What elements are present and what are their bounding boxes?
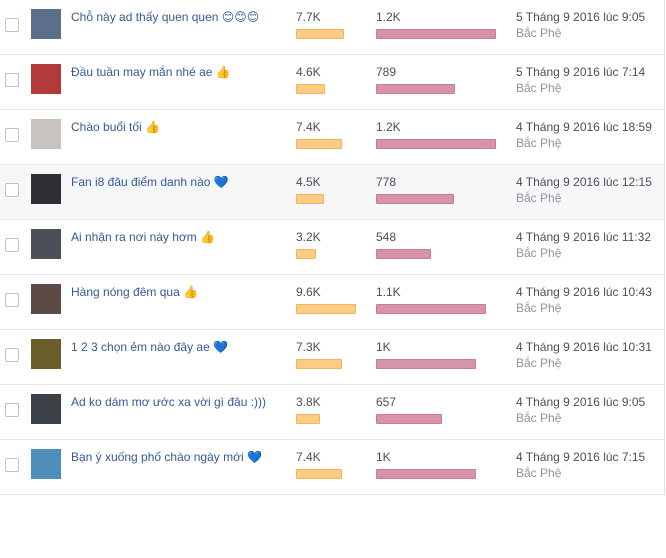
checkbox[interactable] [5,348,19,362]
post-row: Ai nhận ra nơi này hơm 👍 3.2K 548 4 Tháng 9… [0,220,664,275]
post-date: 4 Tháng 9 2016 lúc 11:32 [516,230,651,244]
engagement-bar [376,469,476,479]
post-row: Ad ko dám mơ ước xa vời gì đâu :))) 3.8K 6… [0,385,664,440]
post-row: Fan i8 đâu điểm danh nào 💙 4.5K 778 4 Tháng… [0,165,664,220]
checkbox[interactable] [5,293,19,307]
post-text[interactable]: Đầu tuần may mắn nhé ae 👍 [71,65,231,79]
reach-label: 7.7K [296,10,321,24]
post-date: 4 Tháng 9 2016 lúc 10:31 [516,340,652,354]
reach-bar [296,469,343,479]
engagement-bar [376,29,496,39]
post-author: Bắc Phệ [516,301,562,315]
post-text[interactable]: Ad ko dám mơ ước xa vời gì đâu :))) [71,395,267,409]
post-author: Bắc Phệ [516,81,562,95]
posts-table: Chỗ này ad thấy quen quen 😊😊😊 7.7K 1.2K 5 T… [0,0,665,495]
checkbox[interactable] [5,18,19,32]
engagement-bar [376,194,454,204]
post-date: 4 Tháng 9 2016 lúc 9:05 [516,395,646,409]
engagement-label: 657 [376,395,397,409]
engagement-bar [376,359,476,369]
reach-bar [296,139,343,149]
thumbnail [31,64,61,94]
post-date: 5 Tháng 9 2016 lúc 9:05 [516,10,646,24]
engagement-label: 789 [376,65,397,79]
post-text[interactable]: Chỗ này ad thấy quen quen 😊😊😊 [71,10,260,24]
engagement-label: 1.1K [376,285,401,299]
checkbox[interactable] [5,128,19,142]
reach-bar [296,29,345,39]
engagement-bar [376,249,431,259]
thumbnail [31,449,61,479]
post-author: Bắc Phệ [516,411,562,425]
engagement-label: 1.2K [376,120,401,134]
engagement-bar [376,84,455,94]
post-date: 4 Tháng 9 2016 lúc 7:15 [516,450,646,464]
post-date: 5 Tháng 9 2016 lúc 7:14 [516,65,646,79]
reach-bar [296,414,320,424]
checkbox[interactable] [5,183,19,197]
thumbnail [31,339,61,369]
reach-label: 7.3K [296,340,321,354]
post-text[interactable]: 1 2 3 chọn ẻm nào đây ae 💙 [71,340,229,354]
checkbox[interactable] [5,238,19,252]
post-author: Bắc Phệ [516,246,562,260]
post-author: Bắc Phệ [516,466,562,480]
engagement-label: 548 [376,230,397,244]
engagement-label: 1K [376,340,391,354]
reach-label: 9.6K [296,285,321,299]
post-text[interactable]: Hàng nóng đêm qua 👍 [71,285,199,299]
thumbnail [31,174,61,204]
reach-label: 4.5K [296,175,321,189]
post-text[interactable]: Ai nhận ra nơi này hơm 👍 [71,230,216,244]
post-author: Bắc Phệ [516,191,562,205]
thumbnail [31,9,61,39]
checkbox[interactable] [5,403,19,417]
checkbox[interactable] [5,458,19,472]
reach-label: 3.8K [296,395,321,409]
post-row: Đầu tuần may mắn nhé ae 👍 4.6K 789 5 Tháng … [0,55,664,110]
thumbnail [31,284,61,314]
engagement-label: 1K [376,450,391,464]
post-row: Hàng nóng đêm qua 👍 9.6K 1.1K 4 Tháng 9 201… [0,275,664,330]
post-date: 4 Tháng 9 2016 lúc 12:15 [516,175,652,189]
thumbnail [31,394,61,424]
reach-bar [296,249,316,259]
post-author: Bắc Phệ [516,136,562,150]
engagement-label: 778 [376,175,397,189]
engagement-label: 1.2K [376,10,401,24]
post-row: Bạn ý xuống phố chào ngày mới 💙 7.4K 1K 4 T… [0,440,664,495]
post-date: 4 Tháng 9 2016 lúc 10:43 [516,285,652,299]
post-row: Chỗ này ad thấy quen quen 😊😊😊 7.7K 1.2K 5 T… [0,0,664,55]
thumbnail [31,119,61,149]
reach-label: 7.4K [296,450,321,464]
reach-bar [296,304,356,314]
post-text[interactable]: Fan i8 đâu điểm danh nào 💙 [71,175,229,189]
reach-label: 7.4K [296,120,321,134]
reach-bar [296,84,325,94]
post-text[interactable]: Chào buổi tối 👍 [71,120,160,134]
engagement-bar [376,304,486,314]
reach-bar [296,194,325,204]
engagement-bar [376,139,496,149]
reach-label: 3.2K [296,230,321,244]
post-text[interactable]: Bạn ý xuống phố chào ngày mới 💙 [71,450,262,464]
reach-bar [296,359,342,369]
post-author: Bắc Phệ [516,356,562,370]
engagement-bar [376,414,442,424]
checkbox[interactable] [5,73,19,87]
thumbnail [31,229,61,259]
post-row: Chào buổi tối 👍 7.4K 1.2K 4 Tháng 9 2016 lú… [0,110,664,165]
post-date: 4 Tháng 9 2016 lúc 18:59 [516,120,652,134]
post-row: 1 2 3 chọn ẻm nào đây ae 💙 7.3K 1K 4 Tháng … [0,330,664,385]
post-author: Bắc Phệ [516,26,562,40]
reach-label: 4.6K [296,65,321,79]
